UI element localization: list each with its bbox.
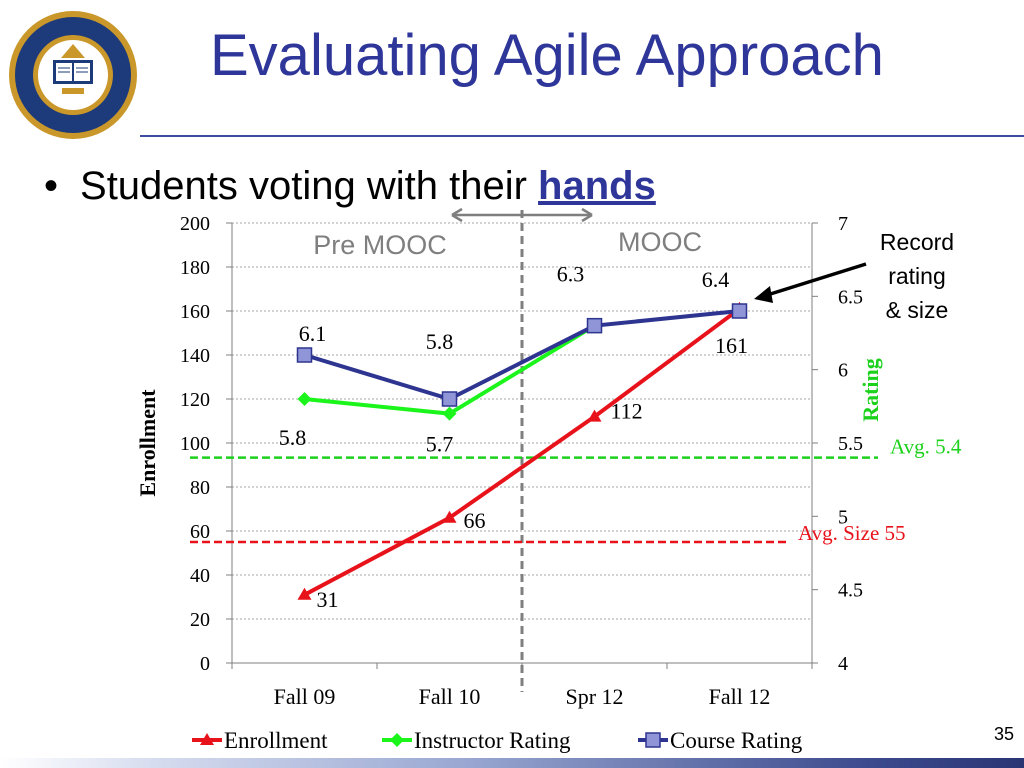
y-left-axis-title: Enrollment [135, 389, 160, 497]
x-tick-label: Spr 12 [565, 684, 623, 709]
legend-marker [200, 733, 214, 745]
y-left-tick-label: 200 [180, 213, 210, 235]
annotation-text: rating [888, 263, 946, 289]
x-tick-label: Fall 10 [419, 684, 481, 709]
x-tick-label: Fall 09 [274, 684, 336, 709]
data-label: 5.8 [279, 425, 307, 450]
y-left-tick-label: 180 [180, 257, 210, 279]
series-marker [297, 392, 312, 406]
y-left-tick-label: 40 [190, 565, 210, 587]
y-right-tick-label: 4 [838, 653, 848, 675]
series-marker [586, 317, 603, 334]
footer-bar [0, 758, 1024, 768]
data-label: 6.1 [299, 321, 327, 346]
data-label: 6.4 [702, 267, 730, 292]
series-line [303, 307, 741, 597]
divider-arrowhead-right [581, 207, 593, 223]
y-right-tick-label: 5.5 [838, 433, 863, 455]
series-marker [296, 347, 313, 363]
legend-marker [390, 733, 404, 747]
y-left-tick-label: 160 [180, 301, 210, 323]
reference-line-label: Avg. Size 55 [798, 521, 906, 545]
y-right-axis-title: Rating [858, 358, 883, 422]
legend-marker [645, 732, 661, 748]
data-label: 112 [611, 399, 643, 424]
page-number: 35 [993, 724, 1014, 744]
bullet-point: • Students voting with their hands [44, 164, 656, 209]
y-left-tick-label: 20 [190, 609, 210, 631]
series-line [303, 309, 740, 402]
series-marker [442, 406, 457, 421]
bullet-emphasis: hands [538, 164, 656, 208]
legend-label: Course Rating [670, 728, 803, 753]
y-left-tick-label: 0 [200, 653, 210, 675]
y-left-tick-label: 120 [180, 389, 210, 411]
series-marker [731, 303, 748, 319]
data-label: 161 [715, 333, 748, 358]
data-label: 6.3 [557, 262, 585, 287]
data-label: 31 [317, 587, 339, 612]
bullet-text: Students voting with their [80, 164, 539, 208]
legend-label: Enrollment [224, 728, 328, 753]
annotation-text: Record [880, 229, 954, 255]
bullet-dot: • [44, 164, 59, 208]
y-right-tick-label: 5 [838, 506, 848, 528]
title-divider [140, 135, 1024, 137]
reference-line-label: Avg. 5.4 [890, 435, 962, 459]
university-seal-logo [9, 11, 137, 139]
enrollment-rating-chart: 0 20 40 60 80 100 120 140 160 180 200 4 4.5 5 5.5 6 6.5 7… [135, 207, 962, 753]
y-right-tick-label: 7 [838, 213, 848, 235]
data-label: 66 [464, 508, 486, 533]
series-marker [587, 409, 602, 422]
x-tick-label: Fall 12 [709, 684, 771, 709]
data-label: 5.7 [426, 432, 454, 457]
y-left-tick-label: 80 [190, 477, 210, 499]
annotation-arrowhead [754, 286, 773, 303]
slide-title: Evaluating Agile Approach [210, 23, 884, 88]
annotation-arrow [763, 262, 867, 298]
y-right-tick-label: 6.5 [838, 286, 863, 308]
region-label-pre-mooc: Pre MOOC [313, 230, 447, 260]
y-right-tick-label: 6 [838, 360, 848, 382]
series-marker [297, 587, 312, 600]
region-label-mooc: MOOC [618, 227, 702, 257]
data-label: 5.8 [426, 329, 454, 354]
series-marker [442, 510, 457, 523]
y-left-tick-label: 100 [180, 433, 210, 455]
series-marker [441, 391, 458, 407]
annotation-text: & size [886, 297, 949, 323]
legend-label: Instructor Rating [414, 728, 571, 753]
y-left-tick-label: 60 [190, 521, 210, 543]
y-right-tick-label: 4.5 [838, 580, 863, 602]
divider-arrowhead-left [451, 207, 463, 223]
y-left-tick-label: 140 [180, 345, 210, 367]
